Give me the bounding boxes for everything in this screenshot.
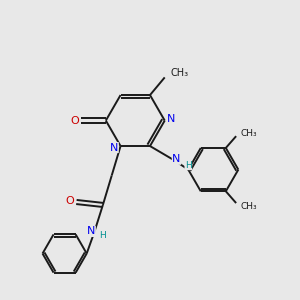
- Text: CH₃: CH₃: [171, 68, 189, 78]
- Text: N: N: [110, 142, 118, 152]
- Text: CH₃: CH₃: [241, 202, 257, 211]
- Text: CH₃: CH₃: [241, 129, 257, 138]
- Text: N: N: [172, 154, 181, 164]
- Text: H: H: [100, 231, 106, 240]
- Text: N: N: [87, 226, 95, 236]
- Text: O: O: [70, 116, 79, 126]
- Text: N: N: [167, 114, 176, 124]
- Text: H: H: [185, 161, 192, 170]
- Text: O: O: [65, 196, 74, 206]
